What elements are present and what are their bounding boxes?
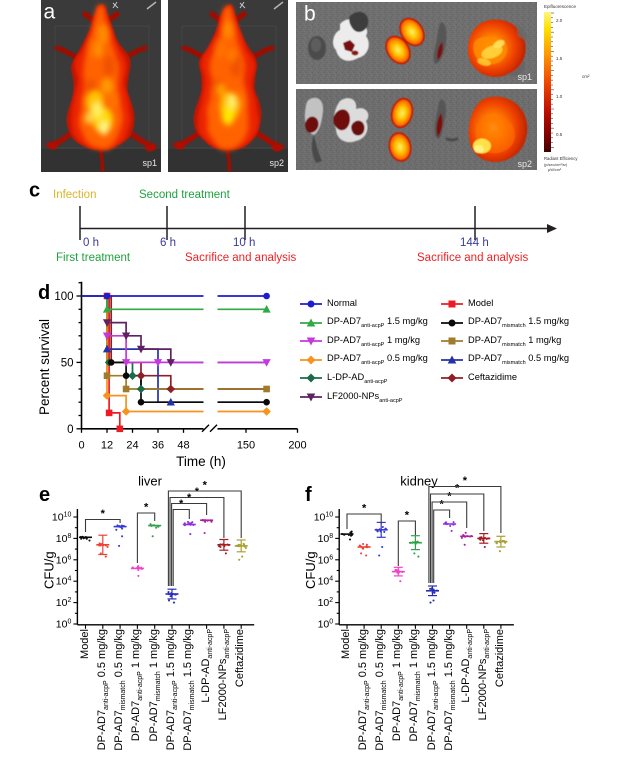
svg-text:sp2: sp2 — [517, 159, 532, 169]
svg-text:100: 100 — [54, 291, 73, 303]
svg-text:150: 150 — [237, 439, 255, 451]
svg-text:200: 200 — [288, 439, 306, 451]
svg-text:144 h: 144 h — [460, 237, 489, 249]
svg-text:b: b — [304, 3, 316, 26]
svg-text:(p/sec/cm²/sr): (p/sec/cm²/sr) — [544, 163, 568, 167]
svg-text:108: 108 — [318, 533, 334, 545]
svg-text:*: * — [447, 491, 452, 503]
svg-text:CFU/g: CFU/g — [303, 551, 318, 589]
svg-text:0: 0 — [67, 424, 73, 436]
svg-text:12: 12 — [101, 439, 113, 451]
svg-text:*: * — [203, 480, 208, 492]
svg-text:Sacrifice and analysis: Sacrifice and analysis — [417, 252, 528, 264]
svg-text:36: 36 — [152, 439, 164, 451]
svg-text:Infection: Infection — [53, 189, 96, 201]
svg-text:Epifluorescence: Epifluorescence — [544, 4, 577, 9]
svg-text:6 h: 6 h — [160, 237, 176, 249]
svg-text:sp2: sp2 — [269, 158, 284, 168]
svg-text:1.5: 1.5 — [556, 56, 563, 61]
svg-text:50: 50 — [61, 357, 74, 369]
svg-text:*: * — [101, 508, 106, 520]
svg-text:a: a — [44, 1, 56, 24]
svg-text:Second treatment: Second treatment — [139, 189, 231, 201]
svg-text:48: 48 — [177, 439, 189, 451]
svg-text:First treatment: First treatment — [56, 252, 131, 264]
svg-text:*: * — [439, 499, 444, 511]
svg-text:100: 100 — [318, 619, 334, 631]
svg-text:104: 104 — [318, 576, 334, 588]
svg-text:106: 106 — [318, 554, 334, 566]
svg-text:cm²: cm² — [582, 74, 590, 79]
svg-text:CFU/g: CFU/g — [41, 551, 56, 589]
svg-text:liver: liver — [138, 474, 163, 489]
svg-text:e: e — [39, 484, 50, 506]
svg-text:sp1: sp1 — [517, 72, 532, 82]
svg-text:*: * — [463, 475, 468, 487]
svg-text:sp1: sp1 — [142, 158, 157, 168]
svg-text:f: f — [305, 484, 312, 506]
svg-text:2.0: 2.0 — [556, 18, 563, 23]
svg-text:Radiant Efficiency: Radiant Efficiency — [544, 156, 578, 161]
svg-text:*: * — [455, 483, 460, 495]
svg-text:0 h: 0 h — [83, 237, 99, 249]
svg-text:d: d — [38, 282, 50, 304]
svg-text:0: 0 — [78, 439, 84, 451]
svg-text:1.0: 1.0 — [556, 94, 563, 99]
svg-text:0.5: 0.5 — [556, 132, 563, 137]
svg-text:c: c — [29, 180, 40, 202]
svg-text:*: * — [144, 502, 149, 514]
svg-text:1010: 1010 — [314, 512, 334, 524]
svg-text:*: * — [195, 486, 200, 498]
svg-text:*: * — [362, 503, 367, 515]
svg-text:kidney: kidney — [400, 474, 438, 489]
svg-text:Percent survival: Percent survival — [37, 319, 52, 415]
svg-text:*: * — [405, 510, 410, 522]
svg-text:Time (h): Time (h) — [176, 454, 226, 469]
svg-text:24: 24 — [126, 439, 138, 451]
svg-text:Sacrifice and analysis: Sacrifice and analysis — [185, 252, 296, 264]
svg-text:μW/cm²: μW/cm² — [548, 168, 562, 172]
svg-text:10 h: 10 h — [233, 237, 255, 249]
svg-text:102: 102 — [318, 597, 334, 609]
